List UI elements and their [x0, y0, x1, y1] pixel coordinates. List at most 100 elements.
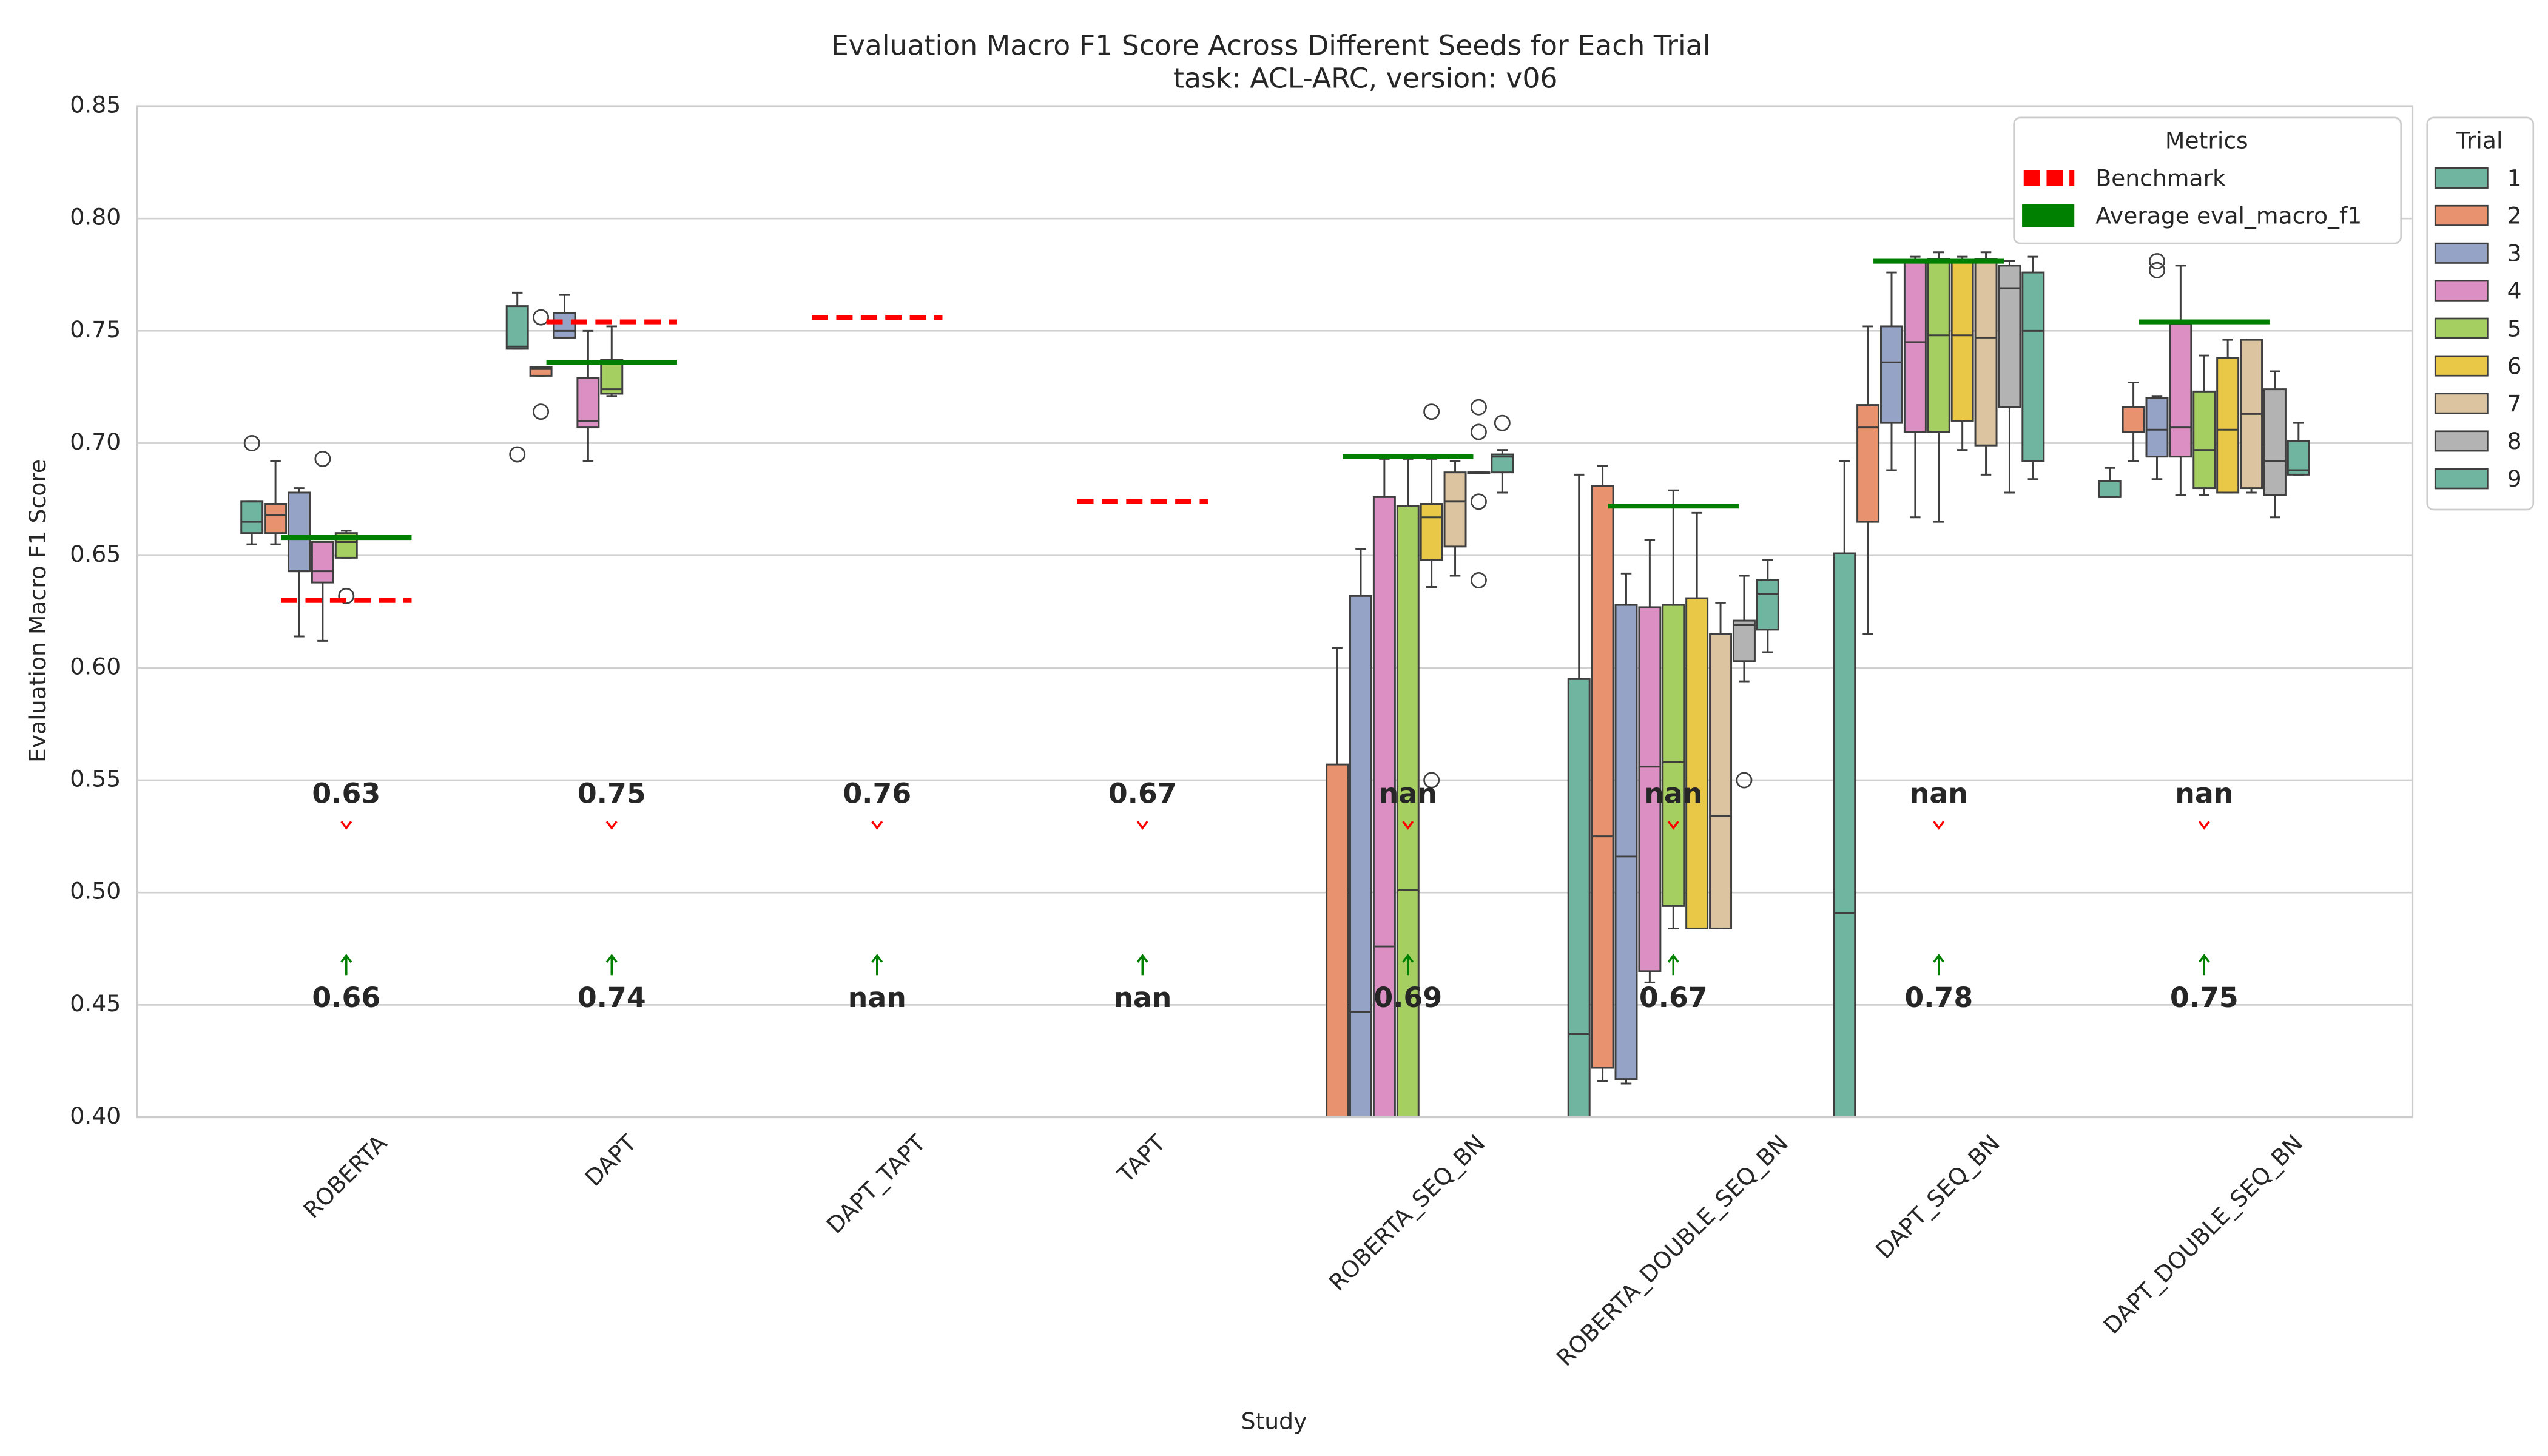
average-label: 0.66	[312, 982, 380, 1014]
benchmark-arrow	[1667, 821, 1679, 830]
y-tick-label: 0.45	[70, 990, 121, 1017]
y-tick-label: 0.40	[70, 1102, 121, 1129]
average-label: 0.74	[578, 982, 646, 1014]
average-arrow	[1667, 954, 1679, 976]
box	[1591, 485, 1614, 1069]
legend-swatch	[2434, 280, 2489, 302]
benchmark-arrow	[1933, 821, 1945, 830]
box	[1662, 604, 1685, 907]
legend-label: Average eval_macro_f1	[2095, 203, 2362, 229]
box	[2216, 357, 2240, 494]
y-tick-label: 0.60	[70, 653, 121, 679]
legend-swatch	[2434, 317, 2489, 339]
box	[529, 366, 553, 377]
box	[1903, 260, 1927, 433]
box	[264, 503, 288, 534]
average-label: nan	[1113, 982, 1171, 1014]
y-tick-label: 0.55	[70, 766, 121, 792]
benchmark-label: 0.67	[1108, 778, 1177, 810]
chart-title: Evaluation Macro F1 Score Across Differe…	[831, 30, 1711, 62]
x-tick-label: TAPT	[1112, 1129, 1171, 1188]
outlier	[533, 403, 550, 420]
box	[2287, 440, 2310, 476]
box	[1685, 597, 1709, 929]
legends: Metrics Benchmark Average eval_macro_f1 Tri…	[2013, 116, 2535, 511]
benchmark-label: nan	[1910, 778, 1968, 810]
benchmark-label: nan	[1379, 778, 1437, 810]
legend-swatch	[2434, 355, 2489, 377]
trial-legend-title: Trial	[2455, 127, 2502, 154]
y-tick-label: 0.80	[70, 204, 121, 231]
metrics-legend-title: Metrics	[2165, 127, 2248, 154]
outlier	[1470, 493, 1487, 510]
chart-subtitle: task: ACL-ARC, version: v06	[1173, 62, 1558, 94]
legend-label: 3	[2507, 240, 2522, 266]
benchmark-arrow	[1402, 821, 1414, 830]
y-tick-label: 0.75	[70, 316, 121, 343]
benchmark-label: 0.63	[312, 778, 380, 810]
benchmark-arrow	[605, 821, 618, 830]
average-arrow	[871, 954, 883, 976]
y-tick-label: 0.85	[70, 91, 121, 118]
average-arrow	[605, 954, 618, 976]
x-axis-label: Study	[1241, 1407, 1307, 1434]
box	[2098, 480, 2122, 498]
plot-area	[240, 251, 2310, 1117]
box	[1709, 633, 1733, 929]
box	[1326, 763, 1349, 1117]
box	[1372, 496, 1396, 1117]
plot-frame	[136, 105, 2414, 1119]
average-arrow	[2198, 954, 2210, 976]
legend-swatch	[2022, 204, 2075, 228]
benchmark-arrow	[340, 821, 352, 830]
box	[576, 377, 600, 429]
legend-swatch	[2434, 468, 2489, 490]
box	[1614, 604, 1638, 1080]
outlier	[1470, 399, 1487, 416]
box	[553, 312, 576, 339]
average-arrow	[1933, 954, 1945, 976]
y-axis-label: Evaluation Macro F1 Score	[24, 459, 51, 763]
box	[1756, 579, 1779, 631]
outlier	[533, 309, 550, 326]
legend-swatch	[2434, 204, 2489, 226]
y-tick-label: 0.65	[70, 541, 121, 567]
box	[1927, 258, 1950, 433]
box	[288, 491, 311, 573]
box	[505, 305, 529, 350]
y-tick-label: 0.50	[70, 878, 121, 905]
legend-label: Benchmark	[2095, 165, 2226, 192]
annotations: 0.63 0.75 0.76 0.67 nan nan nan nan 0.66 0.74 nan n…	[312, 778, 2238, 1014]
legend-label: 9	[2507, 465, 2522, 492]
average-label: 0.69	[1373, 982, 1442, 1014]
benchmark-label: 0.75	[578, 778, 646, 810]
x-tick-label: ROBERTA	[298, 1130, 393, 1224]
legend-label: 8	[2507, 428, 2522, 454]
box	[2263, 388, 2287, 496]
outlier	[2149, 253, 2165, 269]
outlier	[314, 450, 331, 467]
x-tick-label: DAPT	[580, 1129, 642, 1191]
x-tick-label: ROBERTA_DOUBLE_SEQ_BN	[1551, 1130, 1793, 1372]
box	[311, 541, 334, 584]
box	[1833, 552, 1856, 1117]
outlier	[243, 435, 260, 451]
metrics-legend-frame	[2013, 116, 2402, 244]
box	[2145, 397, 2169, 458]
average-label: 0.67	[1639, 982, 1708, 1014]
benchmark-label: nan	[1644, 778, 1702, 810]
benchmark-label: 0.76	[843, 778, 911, 810]
box	[1443, 471, 1467, 548]
box	[1732, 619, 1756, 662]
box	[1880, 325, 1903, 424]
x-tick-label: ROBERTA_SEQ_BN	[1324, 1130, 1490, 1296]
legend-swatch	[2434, 242, 2489, 264]
x-tick-label: DAPT_DOUBLE_SEQ_BN	[2098, 1130, 2308, 1340]
outlier	[1423, 772, 1440, 789]
legend-label: 4	[2507, 277, 2522, 304]
legend-swatch	[2434, 393, 2489, 414]
average-label: 0.78	[1904, 982, 1973, 1014]
legend-label: 2	[2507, 203, 2522, 229]
outlier	[1470, 423, 1487, 440]
